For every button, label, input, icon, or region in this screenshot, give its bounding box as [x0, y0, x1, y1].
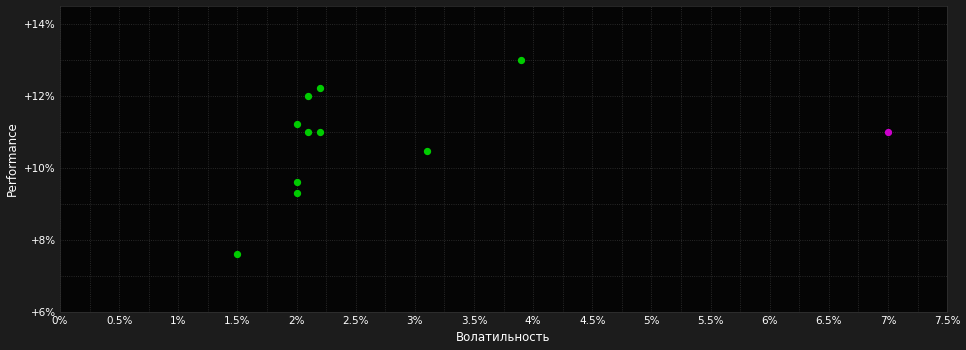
Point — [289, 190, 304, 196]
Point — [289, 121, 304, 127]
X-axis label: Волатильность: Волатильность — [456, 331, 551, 344]
Point — [313, 86, 328, 91]
Point — [300, 93, 316, 98]
Y-axis label: Performance: Performance — [6, 121, 18, 196]
Point — [880, 129, 895, 134]
Point — [230, 251, 245, 257]
Point — [313, 129, 328, 134]
Point — [289, 179, 304, 185]
Point — [300, 129, 316, 134]
Point — [514, 57, 529, 62]
Point — [419, 149, 435, 154]
